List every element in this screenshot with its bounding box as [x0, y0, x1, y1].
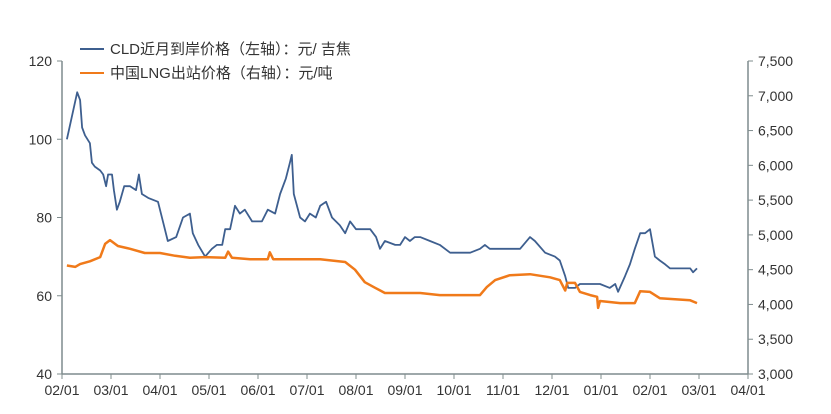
x-tick-label: 11/01: [486, 382, 520, 398]
x-tick-label: 10/01: [436, 382, 471, 398]
left-tick-label: 120: [29, 53, 53, 69]
x-tick-label: 06/01: [240, 382, 275, 398]
right-tick-label: 3,500: [758, 331, 793, 347]
legend-item-lng: 中国LNG出站价格（右轴）：元/吨: [80, 62, 333, 83]
right-tick-label: 7,500: [758, 53, 793, 69]
x-tick-label: 03/01: [93, 382, 128, 398]
right-tick-label: 5,000: [758, 227, 793, 243]
x-tick-label: 07/01: [289, 382, 324, 398]
right-tick-label: 6,000: [758, 157, 793, 173]
right-tick-label: 7,000: [758, 88, 793, 104]
series-line-cld: [66, 91, 698, 293]
left-tick-label: 80: [36, 210, 52, 226]
right-tick-label: 4,000: [758, 296, 793, 312]
x-tick-label: 02/01: [44, 382, 79, 398]
legend-label-lng: 中国LNG出站价格（右轴）：元/吨: [110, 65, 333, 82]
x-tick-label: 04/01: [142, 382, 177, 398]
x-tick-label: 12/01: [534, 382, 569, 398]
legend-swatch-cld: [80, 47, 104, 50]
x-tick-label: 03/01: [681, 382, 716, 398]
x-tick-label: 01/01: [583, 382, 618, 398]
legend-label-cld: CLD近月到岸价格（左轴）：元/ 吉焦: [110, 41, 351, 58]
x-tick-label: 09/01: [387, 382, 422, 398]
x-tick-label: 08/01: [338, 382, 373, 398]
x-tick-label: 05/01: [191, 382, 226, 398]
legend-item-cld: CLD近月到岸价格（左轴）：元/ 吉焦: [80, 38, 351, 59]
legend-swatch-lng: [80, 71, 104, 74]
x-tick-label: 02/01: [632, 382, 667, 398]
left-tick-label: 60: [36, 288, 52, 304]
right-tick-label: 3,000: [758, 366, 793, 382]
series-line-lng: [66, 238, 698, 310]
left-tick-label: 40: [36, 366, 52, 382]
right-tick-label: 5,500: [758, 192, 793, 208]
right-tick-label: 6,500: [758, 123, 793, 139]
x-tick-label: 04/01: [730, 382, 765, 398]
right-tick-label: 4,500: [758, 262, 793, 278]
left-tick-label: 100: [29, 131, 53, 147]
